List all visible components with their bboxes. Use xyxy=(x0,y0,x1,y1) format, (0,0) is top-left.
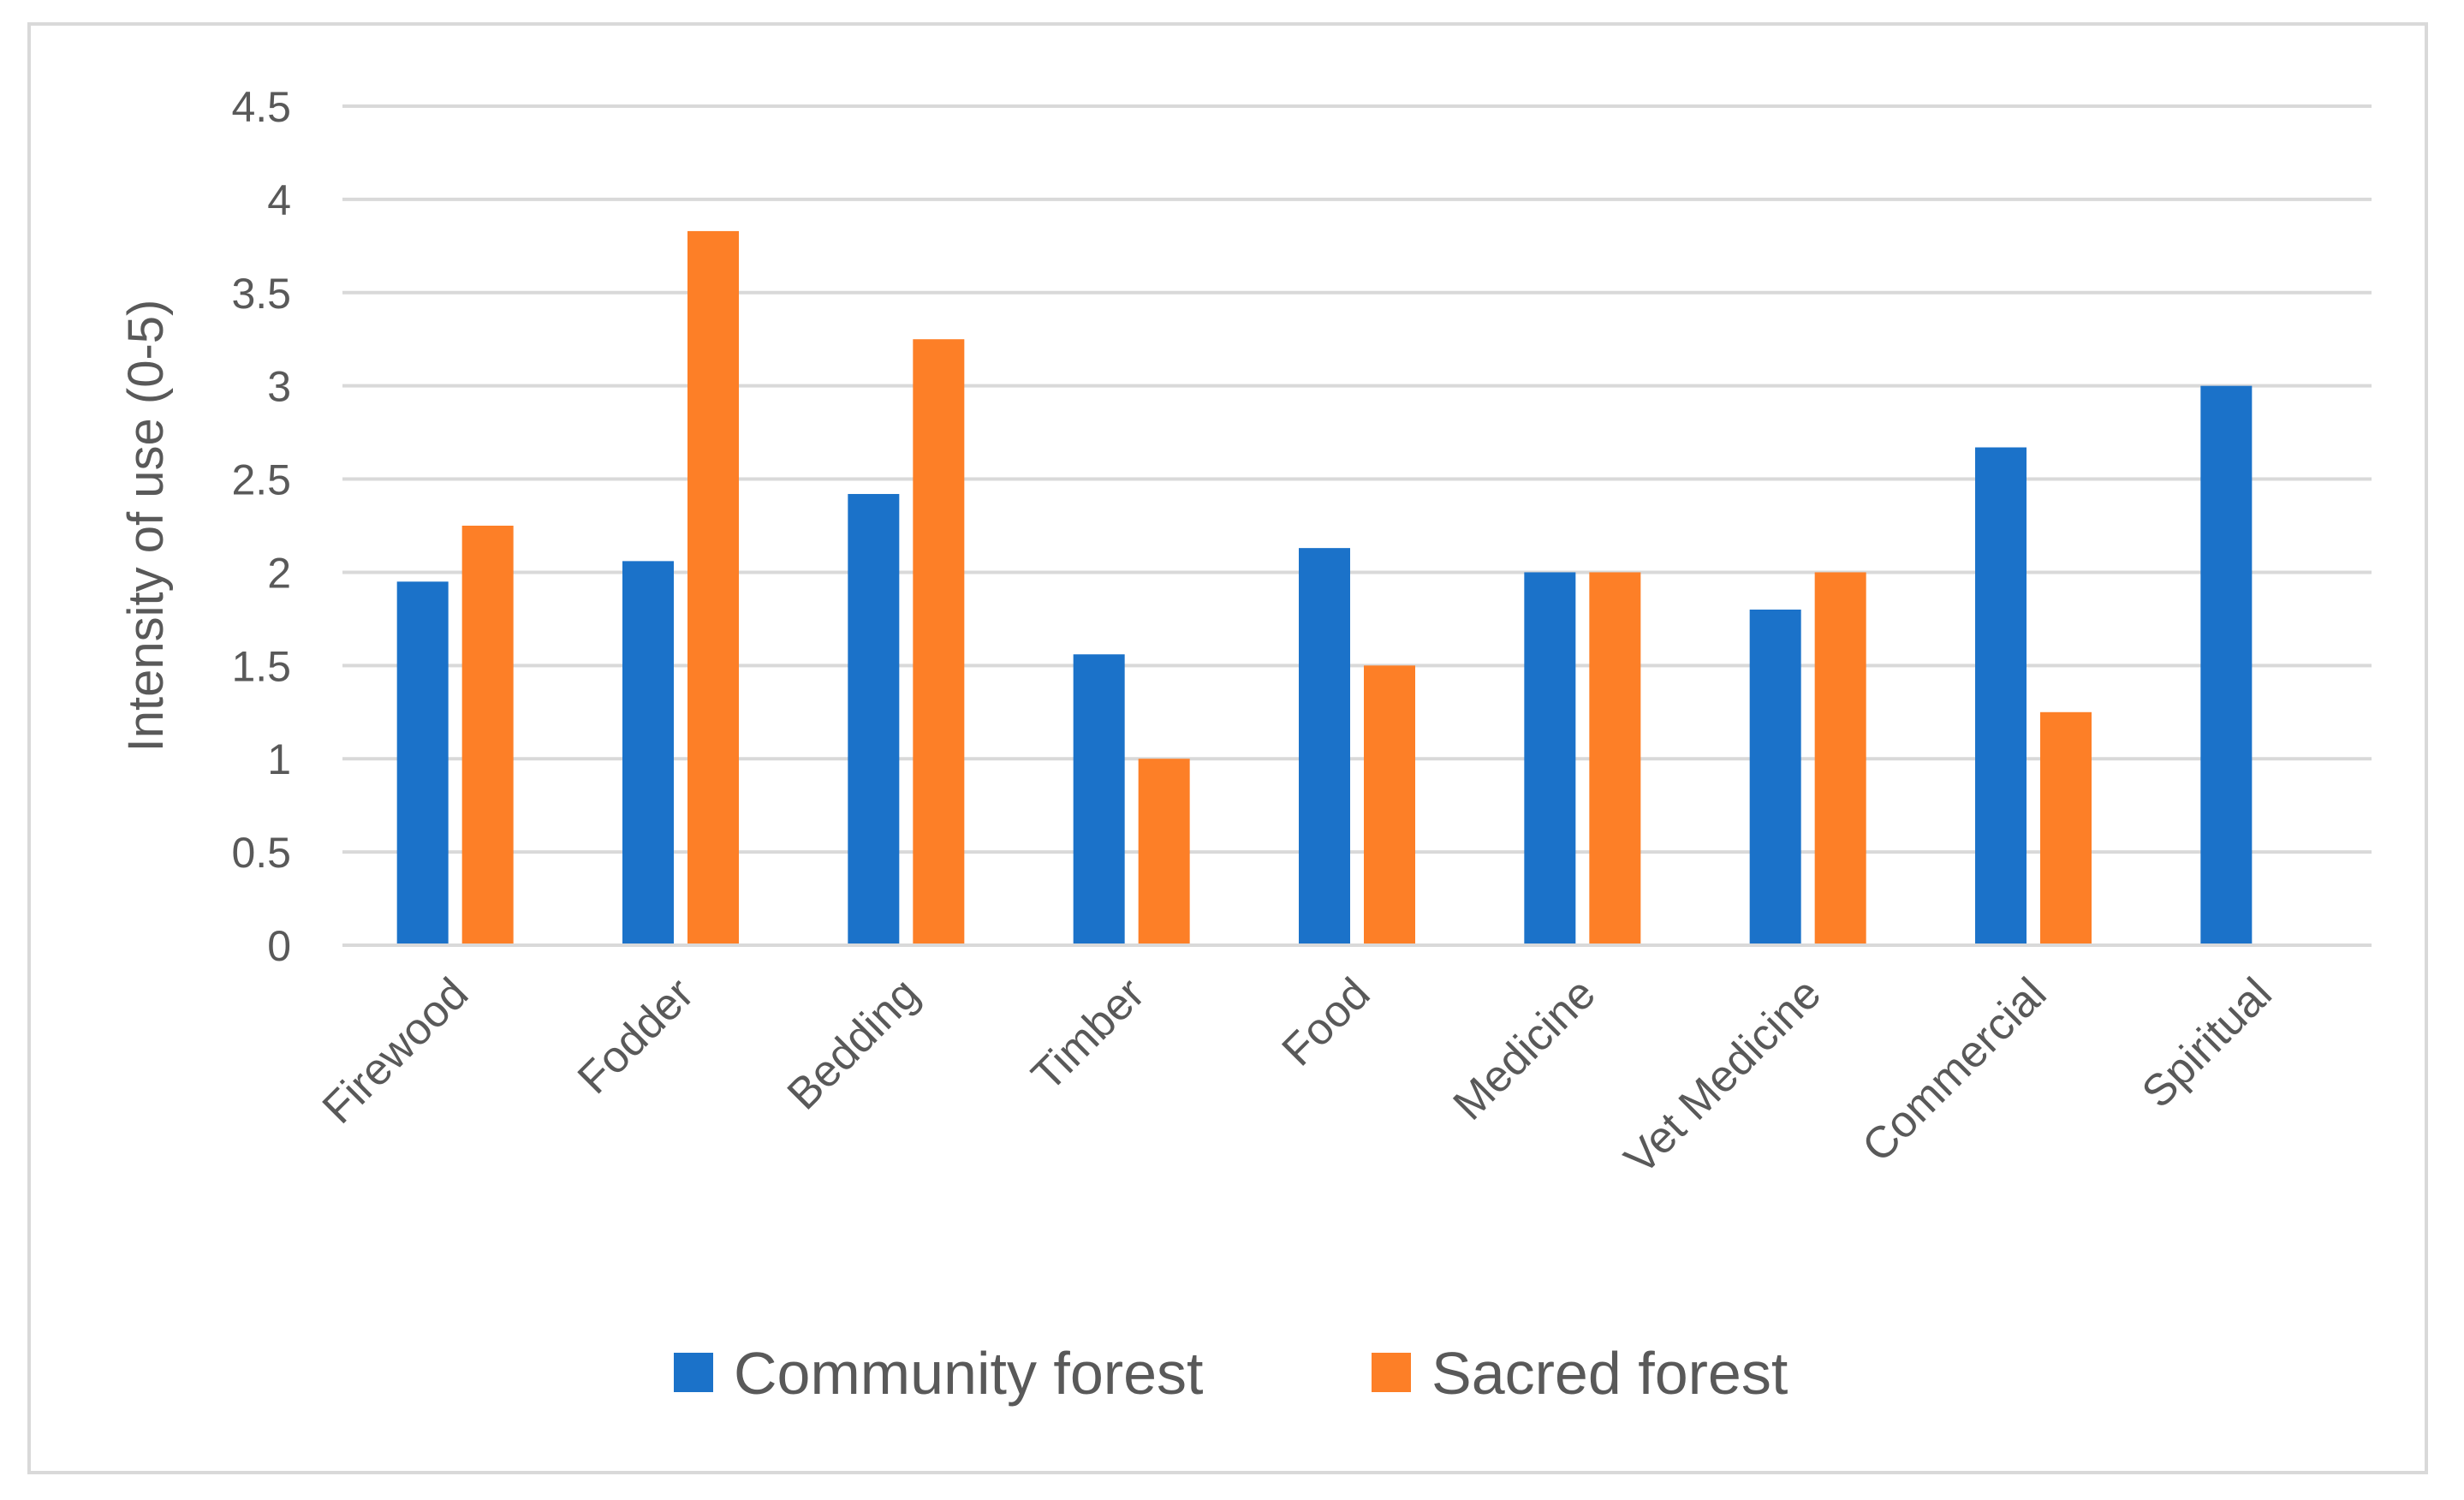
bars xyxy=(396,230,2253,946)
bar-sacred-firewood xyxy=(461,526,514,945)
y-tick-label: 4 xyxy=(267,176,291,224)
bar-community-firewood xyxy=(396,581,449,945)
y-tick-label: 1.5 xyxy=(231,642,291,690)
bar-community-spiritual xyxy=(2200,385,2253,946)
y-tick-label: 1 xyxy=(267,735,291,783)
gridlines xyxy=(342,104,2372,854)
y-axis-title: Intensity of use (0-5) xyxy=(118,300,174,753)
y-tick-label: 2.5 xyxy=(231,456,291,504)
legend-label: Sacred forest xyxy=(1431,1340,1788,1407)
bar-sacred-vet-medicine xyxy=(1814,572,1866,945)
bar-community-bedding xyxy=(848,493,900,945)
y-tick-label: 4.5 xyxy=(231,83,291,131)
legend-label: Community forest xyxy=(734,1340,1203,1407)
x-category-label: Bedding xyxy=(778,968,929,1119)
y-tick-label: 0 xyxy=(267,922,291,970)
bar-sacred-medicine xyxy=(1589,572,1641,945)
x-category-label: Medicine xyxy=(1444,968,1605,1129)
legend-swatch xyxy=(674,1353,713,1392)
x-category-label: Fodder xyxy=(568,968,704,1104)
bar-community-food xyxy=(1299,548,1350,945)
y-axis-ticks: 0 0.5 1 1.5 2 2.5 3 3.5 4 4.5 xyxy=(231,83,291,970)
x-category-label: Vet Medicine xyxy=(1616,968,1831,1184)
bar-community-fodder xyxy=(622,561,674,945)
x-category-label: Firewood xyxy=(313,968,478,1133)
bar-community-medicine xyxy=(1524,572,1576,945)
y-tick-label: 3.5 xyxy=(231,270,291,318)
bar-sacred-fodder xyxy=(687,230,739,945)
bar-sacred-timber xyxy=(1138,759,1190,945)
legend-swatch xyxy=(1372,1353,1411,1392)
bar-community-commercial xyxy=(1975,447,2027,945)
bar-sacred-bedding xyxy=(913,339,965,945)
x-category-label: Food xyxy=(1273,968,1380,1075)
bar-community-vet-medicine xyxy=(1749,610,1801,945)
bar-sacred-commercial xyxy=(2040,711,2092,945)
bar-sacred-food xyxy=(1364,665,1415,945)
y-tick-label: 2 xyxy=(267,549,291,597)
y-tick-label: 0.5 xyxy=(231,829,291,877)
x-category-label: Timber xyxy=(1022,968,1154,1100)
bar-community-timber xyxy=(1073,654,1125,945)
y-tick-label: 3 xyxy=(267,363,291,411)
legend: Community forest Sacred forest xyxy=(674,1340,1788,1407)
x-category-label: Commercial xyxy=(1853,968,2056,1171)
x-category-label: Spiritual xyxy=(2133,968,2282,1117)
x-axis-categories: Firewood Fodder Bedding Timber Food Medicine V… xyxy=(313,968,2282,1184)
